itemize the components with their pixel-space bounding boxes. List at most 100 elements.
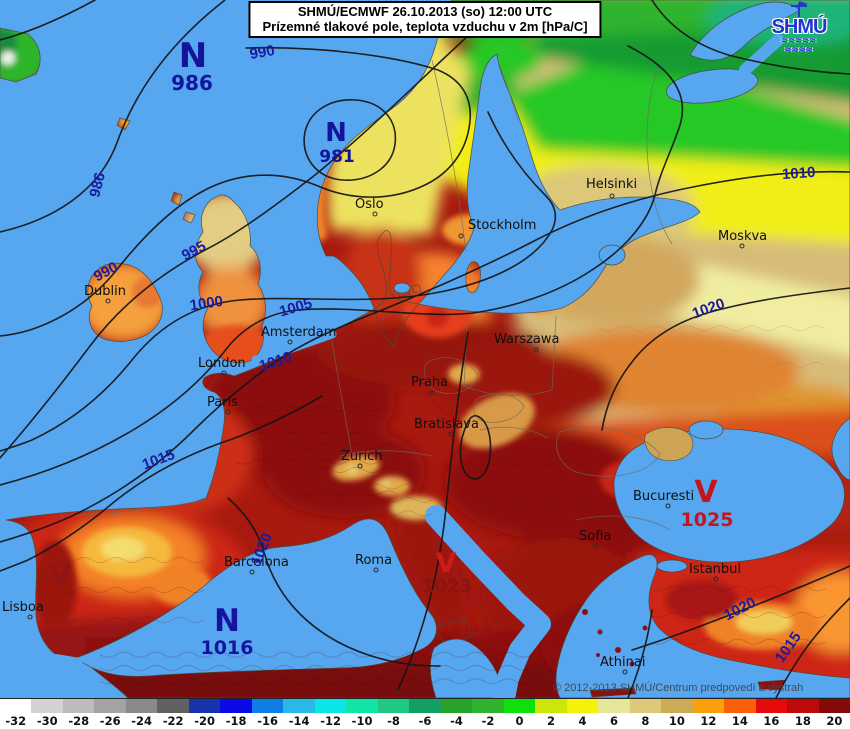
city-marker-amsterdam xyxy=(287,339,293,345)
city-marker-praha xyxy=(429,390,435,396)
city-marker-bratislava xyxy=(448,431,454,437)
isobar-contours xyxy=(0,0,850,698)
terrain-texture xyxy=(59,325,827,685)
copyright-notice: © 2012-2013 SHMÚ/Centrum predpovedí a vý… xyxy=(553,682,804,694)
colorbar-cell xyxy=(787,699,819,714)
terrain-contour-noise xyxy=(234,432,380,438)
colorbar-tick-label: -8 xyxy=(387,714,400,728)
colorbar-tick-label: -30 xyxy=(36,714,58,728)
city-label-bucuresti: Bucuresti xyxy=(633,489,694,504)
colorbar-cell xyxy=(409,699,441,714)
city-label-paris: Paris xyxy=(207,395,238,410)
colorbar-tick-label: -6 xyxy=(418,714,432,728)
temperature-colorbar xyxy=(0,698,850,714)
city-marker-stockholm xyxy=(458,233,464,239)
map-title-box: SHMÚ/ECMWF 26.10.2013 (so) 12:00 UTC Prí… xyxy=(248,1,602,38)
terrain-contour-noise xyxy=(59,587,205,593)
terrain-contour-noise xyxy=(59,617,205,623)
colorbar-tick-label: 20 xyxy=(826,714,843,728)
city-marker-helsinki xyxy=(609,193,615,199)
colorbar-cell xyxy=(818,699,850,714)
colorbar-tick-label: 8 xyxy=(641,714,650,728)
colorbar-tick-label: 18 xyxy=(794,714,811,728)
city-marker-istanbul xyxy=(713,576,719,582)
colorbar-cell xyxy=(503,699,536,714)
colorbar-tick-label: 0 xyxy=(515,714,524,728)
colorbar-tick-label: -14 xyxy=(288,714,310,728)
terrain-contour-noise xyxy=(299,443,397,450)
isobar-label-1010: 1010 xyxy=(781,164,815,183)
colorbar-cell xyxy=(314,699,347,714)
terrain-contour-noise xyxy=(649,585,827,592)
colorbar-cell xyxy=(692,699,725,714)
terrain-contour-noise xyxy=(299,490,397,497)
inner-seas xyxy=(54,1,850,698)
terrain-contour-noise xyxy=(234,458,380,465)
city-marker-lisboa xyxy=(27,614,33,620)
city-label-lisboa: Lisboa xyxy=(2,600,44,615)
city-label-london: London xyxy=(198,356,246,371)
terrain-contour-noise xyxy=(99,678,533,685)
map-title-line2: Prízemné tlakové pole, teplota vzduchu v… xyxy=(262,19,588,35)
islands xyxy=(582,427,787,698)
city-marker-barcelona xyxy=(249,569,255,575)
colorbar-cell xyxy=(346,699,378,714)
terrain-contour-noise xyxy=(319,497,433,503)
colorbar-tick-label: -22 xyxy=(162,714,184,728)
city-label-athinai: Athinai xyxy=(600,655,645,670)
pressure-center-value-1025: 1025 xyxy=(681,509,734,531)
colorbar-tick-label: 14 xyxy=(731,714,748,728)
city-label-amsterdam: Amsterdam xyxy=(261,325,336,340)
terrain-contour-noise xyxy=(599,325,825,332)
colorbar-cell xyxy=(598,699,630,714)
colorbar-cell xyxy=(94,699,126,714)
colorbar-cell xyxy=(188,699,221,714)
terrain-contour-noise xyxy=(99,665,533,671)
colorbar-cell xyxy=(31,699,63,714)
city-label-istanbul: Istanbul xyxy=(689,562,741,577)
pressure-center-low: N xyxy=(325,118,347,148)
colorbar-cell xyxy=(724,699,756,714)
pressure-center-value-1016: 1016 xyxy=(201,637,254,659)
colorbar-cell xyxy=(157,699,189,714)
isobar-label-990: 990 xyxy=(248,42,276,63)
city-label-praha: Praha xyxy=(411,375,448,390)
colorbar-cell xyxy=(629,699,662,714)
shmu-logo-text: SHMÚ xyxy=(771,16,828,38)
city-label-stockholm: Stockholm xyxy=(468,218,536,233)
terrain-contour-noise xyxy=(649,638,827,645)
terrain-contour-noise xyxy=(234,405,380,412)
city-marker-paris xyxy=(225,409,231,415)
colorbar-cell xyxy=(440,699,473,714)
pressure-center-value-1023: 1023 xyxy=(422,576,472,597)
colorbar-tick-label: -24 xyxy=(131,714,153,728)
colorbar-cell xyxy=(377,699,410,714)
logo-wave-2: ≈≈≈≈ xyxy=(784,43,814,56)
logo-wave-1: ≈≈≈≈≈ xyxy=(781,35,817,47)
colorbar-tick-label: -26 xyxy=(99,714,121,728)
terrain-contour-noise xyxy=(319,510,433,517)
terrain-contour-noise xyxy=(479,533,609,540)
city-label-moskva: Moskva xyxy=(718,229,767,244)
city-marker-warszawa xyxy=(533,347,539,353)
colorbar-tick-label: 4 xyxy=(578,714,587,728)
city-marker-moskva xyxy=(739,243,745,249)
colorbar-tick-label: -16 xyxy=(257,714,278,728)
city-marker-athinai xyxy=(622,669,628,675)
city-marker-oslo xyxy=(372,211,378,217)
city-marker-london xyxy=(221,370,227,376)
colorbar-tick-label: -18 xyxy=(225,714,247,728)
city-marker-roma xyxy=(373,567,379,573)
colorbar-tick-label: -32 xyxy=(5,714,27,728)
colorbar-cell xyxy=(472,699,504,714)
colorbar-tick-label: -12 xyxy=(320,714,341,728)
pressure-center-high: V xyxy=(49,558,71,591)
city-label-oslo: Oslo xyxy=(355,197,384,212)
pressure-center-low: N xyxy=(179,36,207,76)
colorbar-cell xyxy=(283,699,315,714)
city-marker-sofia xyxy=(593,543,599,549)
pressure-center-value-986: 986 xyxy=(171,71,213,95)
city-label-dublin: Dublin xyxy=(84,284,126,299)
colorbar-tick-label: -4 xyxy=(450,714,463,728)
